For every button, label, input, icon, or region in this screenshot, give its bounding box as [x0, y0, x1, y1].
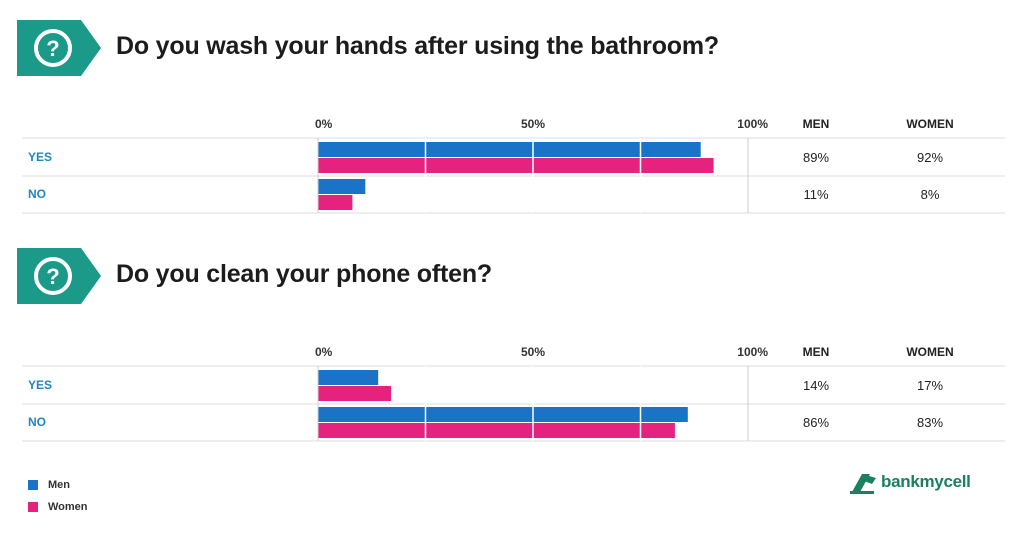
svg-text:?: ? [46, 264, 59, 289]
legend-swatch-women [28, 502, 38, 512]
category-label: NO [28, 415, 46, 429]
chart-2: 0% 50% 100% MEN WOMEN YES 14% 17% NO 86% 83% [22, 345, 1005, 442]
question-mark-icon: ? [17, 20, 101, 76]
column-header-men: MEN [803, 117, 830, 131]
question-mark-icon: ? [17, 248, 101, 304]
chart-title: Do you wash your hands after using the b… [116, 32, 719, 60]
column-header-men: MEN [803, 345, 830, 359]
data-label-men: 11% [803, 187, 828, 202]
bar-women-no [318, 195, 353, 210]
data-label-women: 8% [921, 187, 940, 202]
brand-logo: bankmycell [850, 470, 971, 494]
axis-tick-label: 0% [315, 117, 333, 131]
data-label-women: 83% [917, 415, 943, 430]
chart-title: Do you clean your phone often? [116, 260, 492, 288]
bar-men-no [318, 179, 366, 194]
bar-men-yes [318, 142, 701, 157]
bar-men-no [318, 407, 688, 422]
chart-panel-1: ? Do you wash your hands after using the… [0, 20, 1024, 230]
category-label: NO [28, 187, 46, 201]
category-label: YES [28, 378, 52, 392]
data-label-men: 86% [803, 415, 829, 430]
bar-women-yes [318, 386, 392, 401]
logo-text: bankmycell [881, 472, 971, 491]
svg-text:?: ? [46, 36, 59, 61]
axis-tick-label: 50% [521, 345, 545, 359]
legend-label: Men [48, 479, 70, 491]
data-label-men: 14% [803, 378, 829, 393]
axis-tick-label: 100% [737, 345, 768, 359]
bankmycell-logo-icon [850, 474, 876, 494]
legend-item-women: Women [28, 496, 88, 518]
axis-tick-label: 100% [737, 117, 768, 131]
column-header-women: WOMEN [906, 345, 953, 359]
data-label-women: 17% [917, 378, 943, 393]
data-label-women: 92% [917, 150, 943, 165]
bar-women-yes [318, 158, 714, 173]
column-header-women: WOMEN [906, 117, 953, 131]
chart-panel-2: ? Do you clean your phone often? 0% 50% 10… [0, 248, 1024, 458]
data-label-men: 89% [803, 150, 829, 165]
axis-tick-label: 50% [521, 117, 545, 131]
chart-1: 0% 50% 100% MEN WOMEN YES 89% 92% NO 11% 8% [22, 117, 1005, 214]
axis-tick-label: 0% [315, 345, 333, 359]
bar-women-no [318, 423, 675, 438]
bar-men-yes [318, 370, 379, 385]
legend-item-men: Men [28, 474, 88, 496]
legend-label: Women [48, 501, 88, 513]
category-label: YES [28, 150, 52, 164]
legend: Men Women [28, 474, 88, 518]
legend-swatch-men [28, 480, 38, 490]
